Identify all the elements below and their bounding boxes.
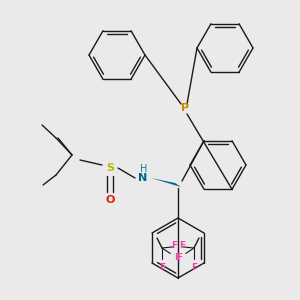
Text: N: N xyxy=(138,173,148,183)
Text: F: F xyxy=(159,263,165,272)
Text: S: S xyxy=(106,163,114,173)
Text: H: H xyxy=(140,164,148,174)
Text: P: P xyxy=(181,103,189,113)
Text: F: F xyxy=(176,254,182,262)
Text: F: F xyxy=(179,242,185,250)
Polygon shape xyxy=(151,178,181,187)
Text: O: O xyxy=(105,195,115,205)
Text: F: F xyxy=(191,263,197,272)
Text: F: F xyxy=(171,242,177,250)
Text: F: F xyxy=(174,254,180,262)
